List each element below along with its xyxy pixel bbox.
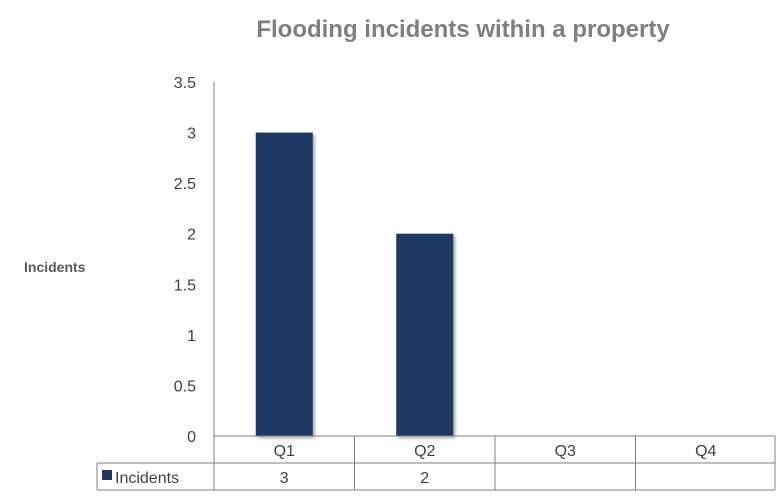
bars <box>255 132 454 437</box>
table-cell-value: 3 <box>280 470 289 487</box>
data-table: Q1 Q2 Q3 Q4 Incidents 3 2 <box>96 436 776 491</box>
bar-q1 <box>255 132 313 437</box>
y-tick-label: 2.5 <box>174 176 196 193</box>
y-tick-label: 0 <box>187 429 196 446</box>
y-tick-label: 0.5 <box>174 378 196 395</box>
x-category-label: Q3 <box>555 443 576 460</box>
y-tick-label: 3 <box>187 126 196 143</box>
y-axis-title: Incidents <box>24 259 86 275</box>
y-tick-label: 3.5 <box>174 75 196 92</box>
table-row-label: Incidents <box>115 470 179 487</box>
y-axis-ticks: 0 0.5 1 1.5 2 2.5 3 3.5 <box>174 75 196 446</box>
x-category-label: Q4 <box>695 443 716 460</box>
chart-title: Flooding incidents within a property <box>256 16 670 43</box>
x-category-label: Q2 <box>414 443 435 460</box>
x-category-label: Q1 <box>274 443 295 460</box>
table-cell-value: 2 <box>420 470 429 487</box>
bar-q2 <box>396 233 454 436</box>
y-tick-label: 1.5 <box>174 277 196 294</box>
y-tick-label: 2 <box>187 227 196 244</box>
y-tick-label: 1 <box>187 328 196 345</box>
legend-key <box>102 470 112 480</box>
